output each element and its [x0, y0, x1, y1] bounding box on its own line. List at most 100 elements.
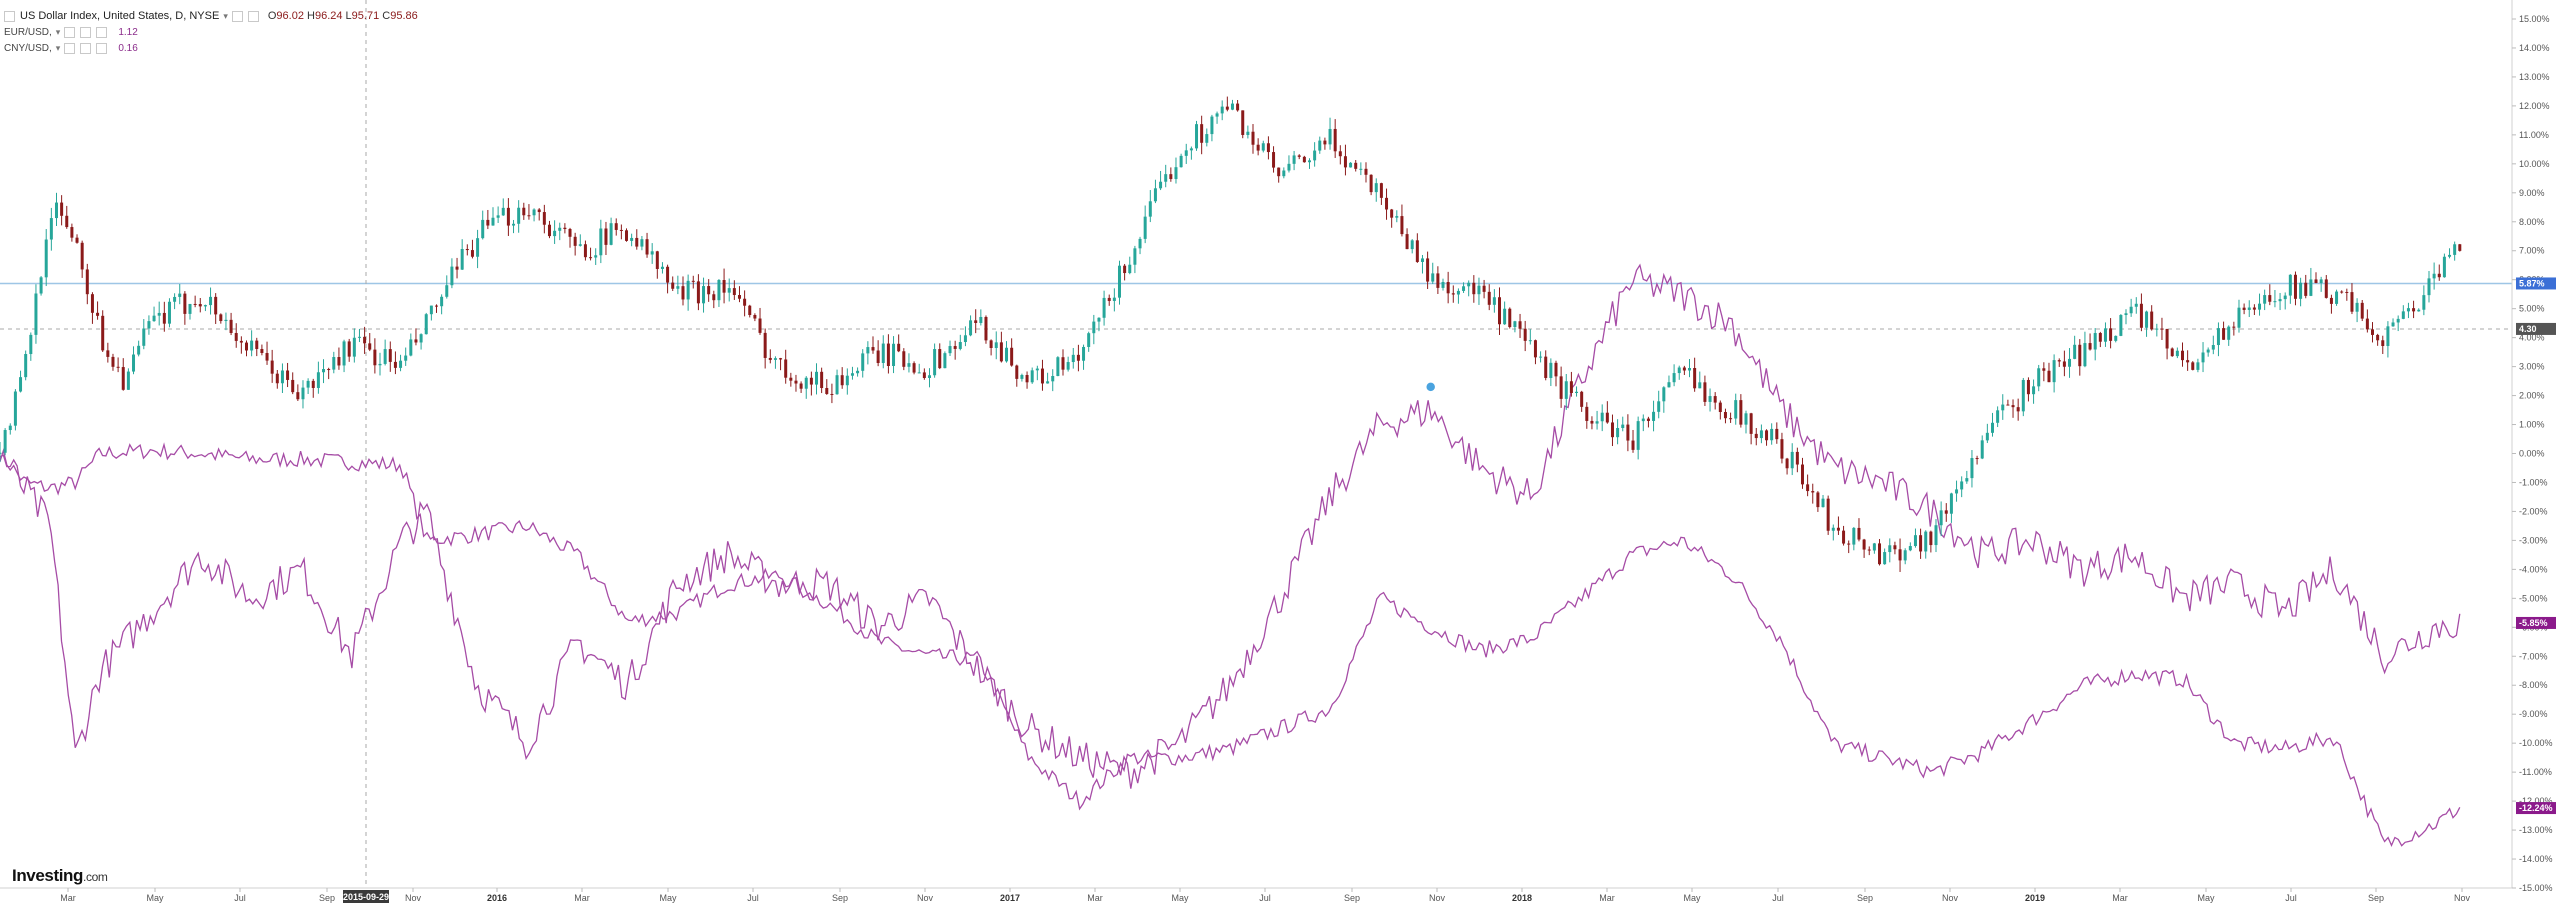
candle-body	[337, 357, 341, 366]
candle-body	[429, 305, 433, 315]
candle-body	[1374, 183, 1378, 193]
chevron-down-icon[interactable]: ▾	[223, 10, 228, 21]
candle-body	[1780, 439, 1784, 459]
candle-body	[1462, 286, 1466, 291]
candle-body	[1898, 549, 1902, 561]
candle-body	[1965, 478, 1969, 482]
candle-body	[722, 280, 726, 293]
candle-body	[39, 277, 43, 294]
candle-body	[897, 343, 901, 352]
symbol-title[interactable]: US Dollar Index, United States, D, NYSE	[20, 9, 220, 22]
candle-body	[1621, 424, 1625, 429]
candle-body	[2093, 333, 2097, 350]
event-dot-icon[interactable]	[1424, 381, 1437, 393]
y-tick-label: -1.00%	[2519, 477, 2548, 487]
x-tick-label: May	[659, 893, 677, 903]
candle-body	[476, 238, 480, 257]
y-tick-label: 5.00%	[2519, 304, 2545, 314]
candle-body	[989, 340, 993, 349]
candle-body	[1487, 291, 1491, 305]
event-marker[interactable]	[1424, 381, 1437, 393]
candle-body	[1852, 527, 1856, 545]
settings-icon[interactable]	[80, 26, 92, 38]
remove-icon[interactable]	[96, 26, 108, 38]
x-tick-label: 2016	[487, 893, 507, 903]
x-tick-label: Nov	[917, 893, 934, 903]
candle-body	[393, 361, 397, 368]
candle-body	[1498, 297, 1502, 325]
candle-body	[440, 296, 444, 307]
candle-body	[1292, 155, 1296, 164]
candle-body	[2165, 328, 2169, 349]
candle-body	[1333, 128, 1337, 152]
y-tick-label: -11.00%	[2519, 767, 2552, 777]
visibility-toggle-icon[interactable]	[64, 26, 76, 38]
candle-body	[1924, 531, 1928, 552]
candle-body	[784, 359, 788, 378]
candle-body	[1492, 297, 1496, 305]
candle-body	[948, 346, 952, 354]
x-tick-label: Jul	[234, 893, 246, 903]
candle-body	[907, 363, 911, 367]
chevron-down-icon[interactable]: ▾	[55, 26, 61, 37]
candle-body	[1754, 433, 1758, 439]
candle-body	[2448, 254, 2452, 257]
candle-body	[604, 228, 608, 245]
overlay-name[interactable]: EUR/USD,	[4, 26, 52, 38]
candle-body	[2073, 344, 2077, 359]
candle-body	[2283, 295, 2287, 300]
candle-body	[1225, 106, 1229, 110]
candle-body	[1682, 367, 1686, 371]
candle-body	[594, 255, 598, 258]
price-axis[interactable]: 15.00% 14.00% 13.00% 12.00% 11.00% 10.00% 9.00…	[2511, 0, 2553, 893]
candle-body	[111, 356, 115, 367]
candle-body	[1636, 421, 1640, 450]
overlay-value: 0.16	[118, 42, 138, 54]
y-tick-label: -2.00%	[2519, 506, 2548, 516]
candle-body	[2391, 322, 2395, 327]
candle-body	[969, 320, 973, 336]
candle-body	[2365, 318, 2369, 330]
candle-body	[1729, 418, 1733, 420]
candle-body	[958, 342, 962, 349]
candle-body	[2062, 361, 2066, 367]
remove-icon[interactable]	[96, 42, 108, 54]
visibility-toggle-icon[interactable]	[64, 42, 76, 54]
candle-body	[460, 249, 464, 270]
time-axis[interactable]: Mar May Jul Sep 2015-09-29 Nov 2016 Mar May Jul Se…	[0, 887, 2512, 903]
candle-body	[1713, 396, 1717, 403]
candle-body	[2155, 328, 2159, 330]
y-tick-label: 1.00%	[2519, 420, 2545, 430]
visibility-toggle-icon[interactable]	[231, 10, 243, 22]
settings-icon[interactable]	[80, 42, 92, 54]
candle-body	[2412, 308, 2416, 312]
candle-body	[1302, 156, 1306, 163]
candle-body	[214, 296, 218, 315]
candle-body	[1343, 156, 1347, 168]
candle-body	[188, 303, 192, 314]
candle-body	[2319, 279, 2323, 284]
candle-body	[404, 355, 408, 361]
candle-body	[1456, 290, 1460, 295]
candle-body	[49, 218, 53, 240]
candle-body	[2222, 328, 2226, 340]
chevron-down-icon[interactable]: ▾	[55, 42, 61, 53]
candle-body	[1328, 128, 1332, 145]
candle-body	[2350, 292, 2354, 312]
candle-body	[625, 230, 629, 241]
candle-body	[1960, 481, 1964, 490]
candle-body	[650, 251, 654, 255]
candle-body	[2288, 274, 2292, 296]
candle-body	[2247, 307, 2251, 310]
candle-body	[727, 288, 731, 293]
candle-body	[1878, 543, 1882, 565]
candle-body	[1128, 264, 1132, 274]
candle-body	[2278, 299, 2282, 302]
settings-icon[interactable]	[247, 10, 259, 22]
x-tick-label: Mar	[574, 893, 590, 903]
candle-body	[34, 293, 38, 335]
candle-body	[1153, 188, 1157, 202]
overlay-name[interactable]: CNY/USD,	[4, 42, 52, 54]
collapse-toggle-icon[interactable]	[4, 10, 15, 22]
